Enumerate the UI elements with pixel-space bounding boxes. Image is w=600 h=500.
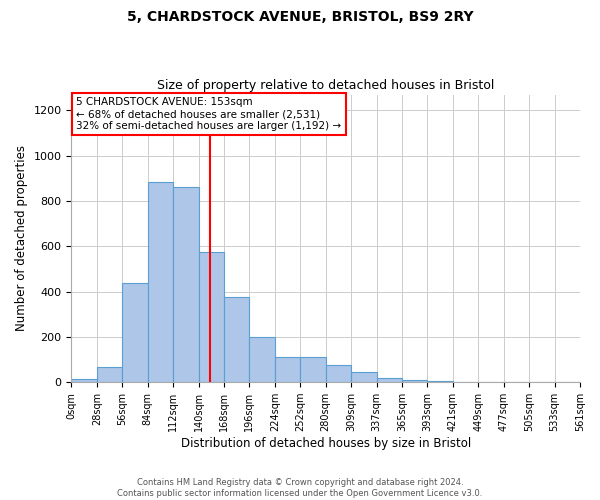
Bar xyxy=(275,358,300,382)
Bar xyxy=(402,380,427,382)
Bar xyxy=(351,372,377,382)
Bar xyxy=(250,337,275,382)
Text: Contains HM Land Registry data © Crown copyright and database right 2024.
Contai: Contains HM Land Registry data © Crown c… xyxy=(118,478,482,498)
Bar xyxy=(173,188,199,382)
Y-axis label: Number of detached properties: Number of detached properties xyxy=(15,146,28,332)
Text: 5, CHARDSTOCK AVENUE, BRISTOL, BS9 2RY: 5, CHARDSTOCK AVENUE, BRISTOL, BS9 2RY xyxy=(127,10,473,24)
Bar xyxy=(300,358,326,382)
Bar xyxy=(71,379,97,382)
Bar xyxy=(224,298,250,382)
Bar xyxy=(148,182,173,382)
X-axis label: Distribution of detached houses by size in Bristol: Distribution of detached houses by size … xyxy=(181,437,471,450)
Bar xyxy=(199,252,224,382)
Bar xyxy=(326,365,351,382)
Title: Size of property relative to detached houses in Bristol: Size of property relative to detached ho… xyxy=(157,79,494,92)
Text: 5 CHARDSTOCK AVENUE: 153sqm
← 68% of detached houses are smaller (2,531)
32% of : 5 CHARDSTOCK AVENUE: 153sqm ← 68% of det… xyxy=(76,98,341,130)
Bar xyxy=(377,378,402,382)
Bar xyxy=(427,381,453,382)
Bar xyxy=(97,368,122,382)
Bar xyxy=(122,282,148,382)
